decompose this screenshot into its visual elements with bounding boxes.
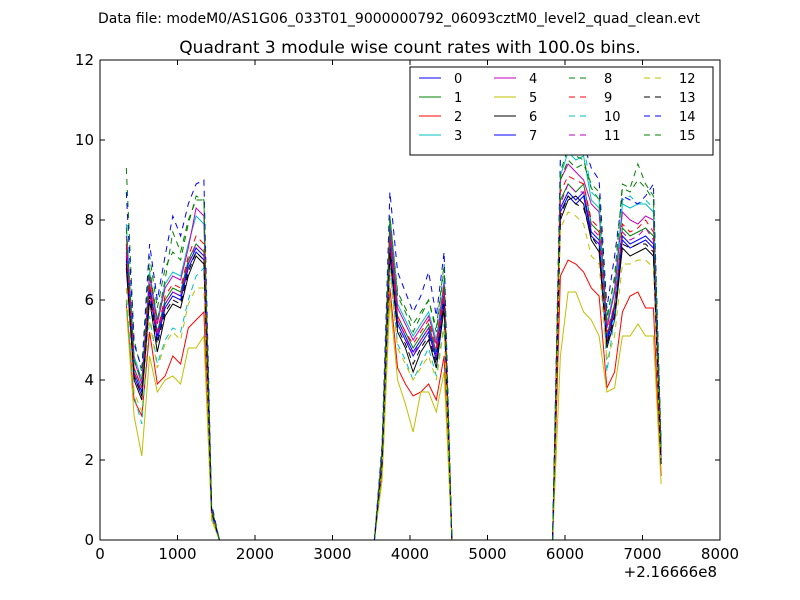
legend-box bbox=[409, 66, 714, 156]
series-line-5 bbox=[125, 291, 662, 541]
series-line-14 bbox=[125, 122, 662, 541]
series-line-4 bbox=[125, 163, 662, 541]
x-offset-label: +2.16666e8 bbox=[624, 563, 717, 581]
legend-label-0: 0 bbox=[454, 72, 462, 87]
legend-label-5: 5 bbox=[529, 91, 537, 106]
legend-label-9: 9 bbox=[604, 91, 612, 106]
series-line-3 bbox=[125, 151, 662, 541]
y-tick-label: 12 bbox=[75, 51, 94, 69]
axis-ticks: 0 1000 2000 3000 4000 5000 6000 7000 80000246810… bbox=[75, 51, 739, 563]
series-line-10 bbox=[125, 114, 662, 541]
series-line-6 bbox=[125, 195, 662, 541]
legend-label-4: 4 bbox=[529, 72, 537, 87]
legend-label-8: 8 bbox=[604, 72, 612, 87]
x-tick-label: 6000 bbox=[546, 545, 584, 563]
series-line-9 bbox=[125, 175, 662, 541]
series-line-12 bbox=[125, 211, 662, 541]
x-tick-label: 5000 bbox=[468, 545, 506, 563]
y-tick-label: 6 bbox=[84, 291, 94, 309]
y-tick-label: 0 bbox=[84, 531, 94, 549]
series-line-15 bbox=[125, 147, 662, 541]
y-tick-label: 8 bbox=[84, 211, 94, 229]
x-tick-label: 2000 bbox=[236, 545, 274, 563]
series-line-11 bbox=[125, 183, 662, 541]
y-tick-label: 2 bbox=[84, 451, 94, 469]
series-line-0 bbox=[125, 194, 662, 541]
legend-label-15: 15 bbox=[679, 129, 696, 144]
x-tick-label: 4000 bbox=[391, 545, 429, 563]
series-line-1 bbox=[125, 182, 662, 541]
x-tick-label: 8000 bbox=[701, 545, 739, 563]
suptitle: Data file: modeM0/AS1G06_033T01_90000007… bbox=[98, 11, 700, 27]
chart-title: Quadrant 3 module wise count rates with … bbox=[179, 38, 640, 58]
legend-label-1: 1 bbox=[454, 91, 462, 106]
legend-label-7: 7 bbox=[529, 129, 537, 144]
x-tick-label: 7000 bbox=[623, 545, 661, 563]
legend-label-13: 13 bbox=[679, 91, 696, 106]
y-tick-label: 4 bbox=[84, 371, 94, 389]
series-layer bbox=[125, 114, 662, 541]
legend-label-10: 10 bbox=[604, 110, 621, 125]
x-tick-label: 1000 bbox=[158, 545, 196, 563]
y-tick-label: 10 bbox=[75, 131, 94, 149]
legend-label-11: 11 bbox=[604, 129, 621, 144]
legend-label-14: 14 bbox=[679, 110, 696, 125]
x-tick-label: 0 bbox=[95, 545, 105, 563]
legend-label-12: 12 bbox=[679, 72, 696, 87]
series-line-13 bbox=[125, 195, 662, 541]
legend-label-3: 3 bbox=[454, 129, 462, 144]
legend-label-2: 2 bbox=[454, 110, 462, 125]
x-tick-label: 3000 bbox=[313, 545, 351, 563]
legend-label-6: 6 bbox=[529, 110, 537, 125]
